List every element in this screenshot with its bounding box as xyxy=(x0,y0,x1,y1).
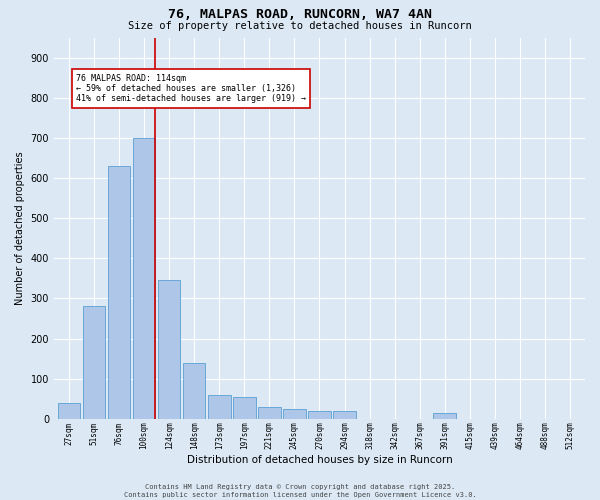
Bar xyxy=(108,166,130,419)
Text: Contains HM Land Registry data © Crown copyright and database right 2025.
Contai: Contains HM Land Registry data © Crown c… xyxy=(124,484,476,498)
Bar xyxy=(333,411,356,419)
Bar xyxy=(283,409,305,419)
X-axis label: Distribution of detached houses by size in Runcorn: Distribution of detached houses by size … xyxy=(187,455,452,465)
Text: 76, MALPAS ROAD, RUNCORN, WA7 4AN: 76, MALPAS ROAD, RUNCORN, WA7 4AN xyxy=(168,8,432,20)
Bar xyxy=(208,395,230,419)
Bar xyxy=(158,280,181,419)
Bar xyxy=(308,411,331,419)
Bar xyxy=(58,403,80,419)
Bar xyxy=(83,306,105,419)
Bar xyxy=(183,362,205,419)
Text: 76 MALPAS ROAD: 114sqm
← 59% of detached houses are smaller (1,326)
41% of semi-: 76 MALPAS ROAD: 114sqm ← 59% of detached… xyxy=(76,74,306,104)
Bar xyxy=(433,413,456,419)
Text: Size of property relative to detached houses in Runcorn: Size of property relative to detached ho… xyxy=(128,21,472,31)
Y-axis label: Number of detached properties: Number of detached properties xyxy=(15,152,25,305)
Bar xyxy=(133,138,155,419)
Bar xyxy=(233,397,256,419)
Bar xyxy=(258,407,281,419)
